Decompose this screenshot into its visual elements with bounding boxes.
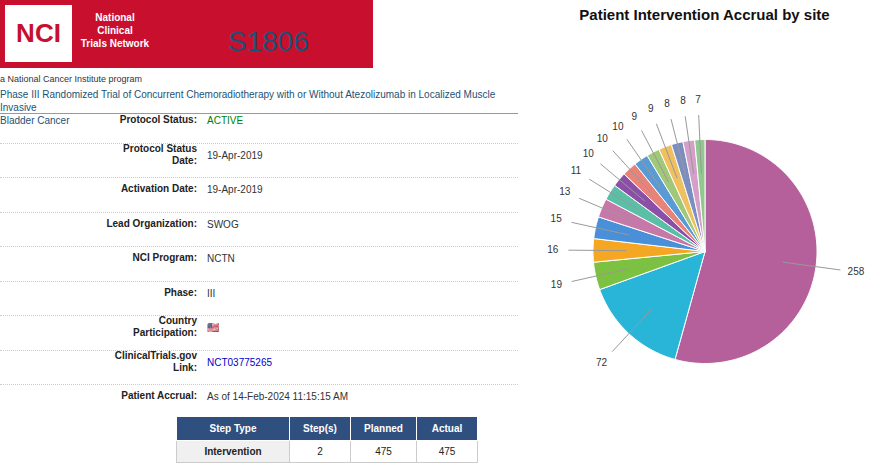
svg-text:9: 9 bbox=[632, 111, 638, 122]
html-text:NCT03775265: NCT03775265 bbox=[207, 356, 272, 368]
html-text:NCTN: NCTN bbox=[207, 252, 235, 264]
svg-text:9: 9 bbox=[648, 103, 654, 114]
html-text:19-Apr-2019: 19-Apr-2019 bbox=[207, 183, 263, 195]
html-text:Protocol Status:: Protocol Status: bbox=[119, 114, 197, 125]
html-text:S1806: S1806 bbox=[228, 26, 309, 57]
html-text:2: 2 bbox=[317, 446, 323, 457]
html-text:As of 14-Feb-2024 11:15:15 AM: As of 14-Feb-2024 11:15:15 AM bbox=[207, 390, 348, 402]
html-text:Patient Intervention Accrual b: Patient Intervention Accrual by site bbox=[579, 6, 830, 23]
html-text:Phase:: Phase: bbox=[164, 287, 197, 298]
html-text:475: 475 bbox=[438, 446, 456, 457]
svg-text:16: 16 bbox=[547, 244, 559, 255]
html-text:ClinicalTrials.gov Link:: ClinicalTrials.gov Link: bbox=[114, 350, 197, 373]
svg-text:11: 11 bbox=[571, 165, 582, 176]
html-text:Step Type: Step Type bbox=[209, 423, 257, 434]
svg-text:13: 13 bbox=[559, 186, 571, 197]
html-text:Step(s): Step(s) bbox=[303, 423, 337, 434]
html-text:NCI: NCI bbox=[16, 18, 61, 48]
html-text:NCI Program:: NCI Program: bbox=[132, 252, 197, 263]
svg-text:10: 10 bbox=[612, 121, 624, 132]
html-text:Planned: Planned bbox=[364, 423, 403, 434]
svg-text:10: 10 bbox=[597, 133, 609, 144]
html-text:Activation Date:: Activation Date: bbox=[120, 183, 197, 194]
svg-text:8: 8 bbox=[664, 98, 670, 109]
html-text:Protocol Status Date:: Protocol Status Date: bbox=[123, 143, 197, 166]
html-text:a National Cancer Institute pr: a National Cancer Institute program bbox=[0, 74, 143, 84]
html-text:Lead Organization:: Lead Organization: bbox=[106, 218, 197, 229]
html-text:National Clinical Trials Netwo: National Clinical Trials Network bbox=[80, 11, 150, 49]
svg-text:15: 15 bbox=[551, 213, 563, 224]
svg-text:258: 258 bbox=[848, 266, 865, 277]
svg-text:19: 19 bbox=[551, 279, 563, 290]
html-text:SWOG: SWOG bbox=[207, 218, 239, 230]
html-text:Country Participation:: Country Participation: bbox=[133, 315, 197, 338]
html-text:475: 475 bbox=[375, 446, 392, 457]
svg-text:72: 72 bbox=[596, 357, 608, 368]
html-text:Actual: Actual bbox=[431, 423, 463, 434]
html-text:Patient Accrual:: Patient Accrual: bbox=[121, 390, 197, 401]
html-text:Phase III Randomized Trial of: Phase III Randomized Trial of Concurrent… bbox=[0, 89, 496, 126]
html-text:19-Apr-2019: 19-Apr-2019 bbox=[207, 149, 263, 161]
svg-text:10: 10 bbox=[583, 148, 595, 159]
html-text:III: III bbox=[207, 287, 216, 299]
html-text:Intervention: Intervention bbox=[204, 446, 262, 457]
html-text:ACTIVE: ACTIVE bbox=[207, 114, 244, 126]
svg-text:8: 8 bbox=[680, 95, 686, 106]
svg-text:7: 7 bbox=[695, 94, 701, 105]
